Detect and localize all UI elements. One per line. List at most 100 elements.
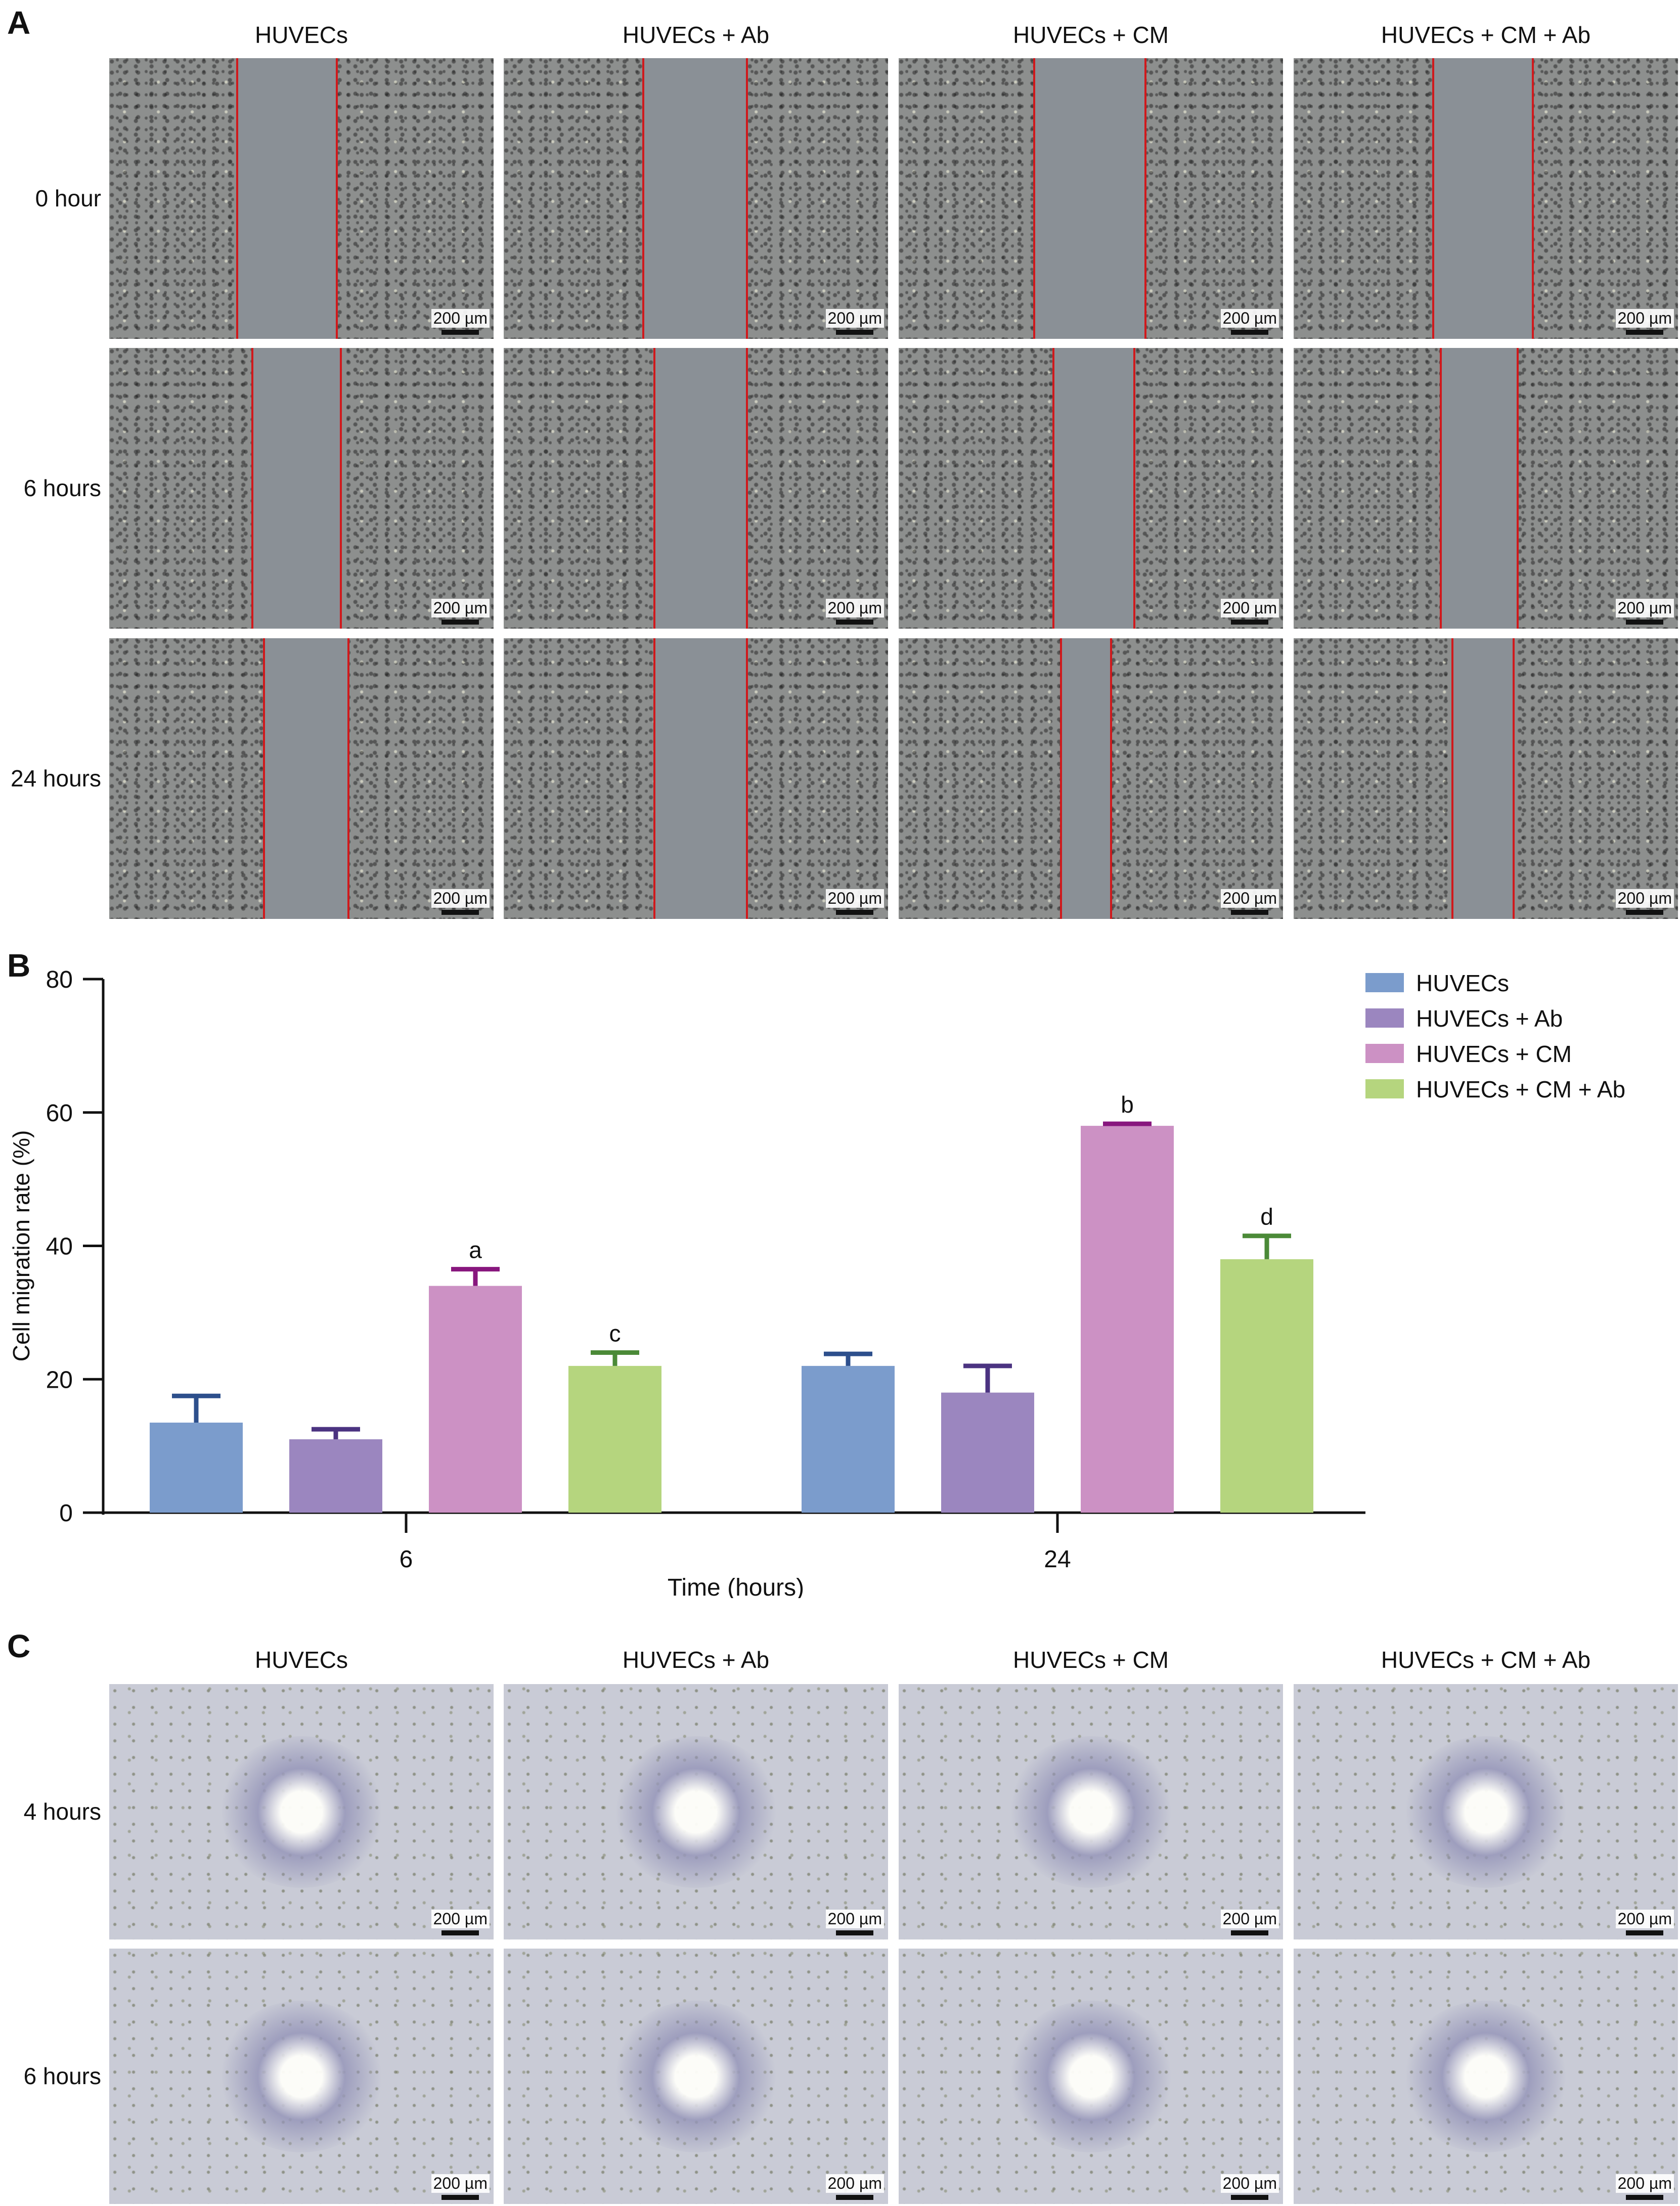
- scale-bar-line: [836, 620, 874, 625]
- wound-gap: [263, 638, 348, 919]
- scale-bar-line: [836, 910, 874, 915]
- legend-swatch: [1365, 1008, 1404, 1028]
- a-micrograph: 200 µm: [504, 638, 888, 919]
- a-micrograph: 200 µm: [504, 348, 888, 629]
- scale-bar-label: 200 µm: [1615, 309, 1674, 328]
- scale-bar: 200 µm: [825, 309, 884, 335]
- wound-gap: [1033, 58, 1145, 339]
- a-micrograph: 200 µm: [899, 348, 1283, 629]
- wound-edge-line: [251, 348, 254, 629]
- bar: [802, 1365, 895, 1513]
- wound-gap: [251, 348, 340, 629]
- significance-label: b: [1121, 1091, 1134, 1118]
- x-tick-label: 6: [400, 1546, 413, 1573]
- wound-edge-line: [642, 58, 644, 339]
- significance-label: d: [1260, 1204, 1273, 1230]
- c-column-label: HUVECs + Ab: [622, 1647, 770, 1673]
- matrigel-well-center: [1005, 2000, 1177, 2152]
- c-column-label: HUVECs: [254, 1647, 348, 1673]
- wound-edge-line: [1432, 58, 1434, 339]
- scale-bar-line: [441, 330, 479, 335]
- scale-bar: 200 µm: [1615, 309, 1674, 335]
- scale-bar-line: [1626, 620, 1664, 625]
- matrigel-well-center: [1400, 1736, 1572, 1888]
- scale-bar: 200 µm: [825, 1910, 884, 1935]
- y-tick-label: 20: [46, 1366, 73, 1393]
- scale-bar: 200 µm: [431, 599, 490, 625]
- c-micrograph: 200 µm: [1294, 1684, 1678, 1939]
- wound-edge-line: [745, 348, 748, 629]
- scale-bar-label: 200 µm: [1615, 889, 1674, 908]
- legend-label: HUVECs + Ab: [1416, 1005, 1563, 1032]
- significance-label: c: [609, 1320, 621, 1347]
- wound-edge-line: [340, 348, 342, 629]
- a-micrograph: 200 µm: [899, 58, 1283, 339]
- scale-bar-line: [1626, 330, 1664, 335]
- wound-edge-line: [1532, 58, 1534, 339]
- c-column-label: HUVECs + CM + Ab: [1381, 1647, 1591, 1673]
- wound-edge-line: [263, 638, 265, 919]
- a-micrograph: 200 µm: [504, 58, 888, 339]
- scale-bar: 200 µm: [431, 309, 490, 335]
- scale-bar: 200 µm: [1615, 1910, 1674, 1935]
- wound-gap: [1432, 58, 1532, 339]
- wound-edge-line: [347, 638, 350, 919]
- panel-c-letter: C: [7, 1628, 31, 1664]
- wound-edge-line: [653, 638, 656, 919]
- wound-edge-line: [236, 58, 238, 339]
- legend-label: HUVECs: [1416, 970, 1509, 996]
- wound-gap: [1052, 348, 1133, 629]
- scale-bar-line: [441, 620, 479, 625]
- c-micrograph: 200 µm: [109, 1684, 494, 1939]
- c-micrograph: 200 µm: [899, 1949, 1283, 2204]
- wound-edge-line: [336, 58, 338, 339]
- scale-bar-label: 200 µm: [1615, 1910, 1674, 1928]
- bar: [429, 1286, 522, 1513]
- c-micrograph: 200 µm: [109, 1949, 494, 2204]
- y-tick-label: 0: [59, 1500, 73, 1527]
- y-tick-label: 60: [46, 1100, 73, 1127]
- matrigel-well-center: [215, 2000, 387, 2152]
- scale-bar-label: 200 µm: [431, 889, 490, 908]
- scale-bar-label: 200 µm: [1220, 309, 1279, 328]
- a-column-label: HUVECs + CM: [1013, 22, 1169, 48]
- scale-bar-line: [1231, 330, 1269, 335]
- a-column-label: HUVECs: [254, 22, 348, 48]
- wound-edge-line: [745, 58, 748, 339]
- scale-bar: 200 µm: [1220, 599, 1279, 625]
- scale-bar-label: 200 µm: [825, 599, 884, 617]
- scale-bar: 200 µm: [1220, 309, 1279, 335]
- wound-gap: [1451, 638, 1513, 919]
- bar: [1081, 1126, 1174, 1513]
- c-micrograph: 200 µm: [504, 1684, 888, 1939]
- legend-label: HUVECs + CM + Ab: [1416, 1076, 1625, 1102]
- bar: [941, 1392, 1034, 1513]
- a-row-label: 24 hours: [10, 765, 101, 791]
- scale-bar-label: 200 µm: [431, 2174, 490, 2193]
- c-row-label: 4 hours: [23, 1798, 101, 1825]
- legend-swatch: [1365, 1044, 1404, 1063]
- a-micrograph: 200 µm: [109, 58, 494, 339]
- scale-bar-label: 200 µm: [1220, 599, 1279, 617]
- scale-bar: 200 µm: [1615, 2174, 1674, 2200]
- scale-bar-line: [1626, 1930, 1664, 1935]
- wound-gap: [1060, 638, 1110, 919]
- y-axis-title: Cell migration rate (%): [8, 1130, 34, 1362]
- migration-bar-chart: 0 20 40 60 80 Cell migration rate (%) Time (ho…: [8, 966, 1625, 1598]
- y-tick-label: 40: [46, 1233, 73, 1260]
- scale-bar-line: [1231, 910, 1269, 915]
- scale-bar-line: [1231, 1930, 1269, 1935]
- a-micrograph: 200 µm: [1294, 58, 1678, 339]
- scale-bar: 200 µm: [431, 2174, 490, 2200]
- scale-bar-line: [836, 330, 874, 335]
- scale-bar: 200 µm: [825, 889, 884, 915]
- scale-bar-line: [1231, 2195, 1269, 2200]
- scale-bar: 200 µm: [1615, 889, 1674, 915]
- x-axis-title: Time (hours): [668, 1574, 804, 1598]
- a-column-label: HUVECs + Ab: [622, 22, 770, 48]
- wound-gap: [1439, 348, 1517, 629]
- scale-bar-label: 200 µm: [825, 2174, 884, 2193]
- wound-gap: [236, 58, 336, 339]
- scale-bar-label: 200 µm: [1615, 599, 1674, 617]
- x-tick-label: 24: [1044, 1546, 1071, 1573]
